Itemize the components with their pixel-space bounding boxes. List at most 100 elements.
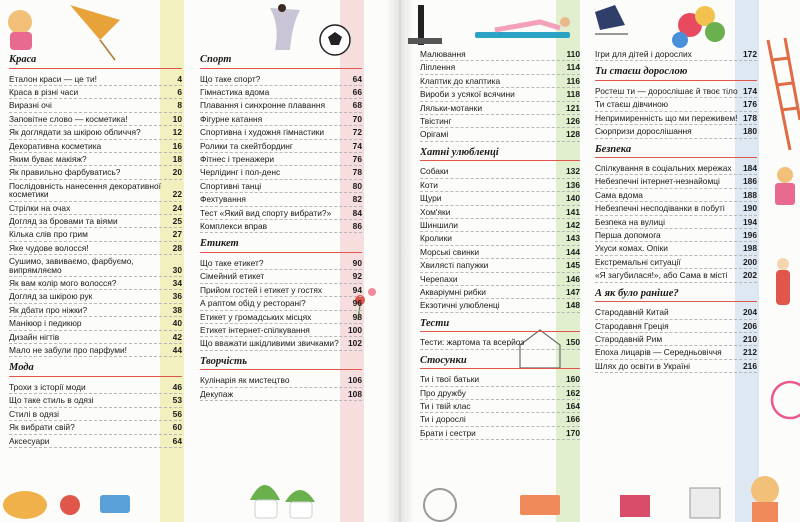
- toc-entry[interactable]: Фігурне катання 70: [200, 113, 362, 127]
- toc-entry[interactable]: Як правильно фарбуватись? 20: [9, 166, 182, 180]
- toc-entry[interactable]: Ліплення 114: [420, 61, 580, 75]
- toc-entry[interactable]: Клаптик до клаптика 116: [420, 75, 580, 89]
- toc-entry[interactable]: Сюрпризи дорослішання 180: [595, 125, 757, 139]
- toc-entry[interactable]: Тест «Який вид спорту вибрати?» 84: [200, 207, 362, 220]
- toc-entry[interactable]: Заповітне слово — косметика! 10: [9, 113, 182, 127]
- toc-entry[interactable]: Виразні очі 8: [9, 99, 182, 113]
- toc-entry[interactable]: Стилі в одязі 56: [9, 408, 182, 422]
- toc-entry[interactable]: Спортивна і художня гімнастики 72: [200, 126, 362, 140]
- toc-entry[interactable]: Собаки 132: [420, 165, 580, 179]
- toc-entry[interactable]: Перша допомога 196: [595, 229, 757, 243]
- toc-entry[interactable]: Малювання 110: [420, 48, 580, 62]
- toc-entry[interactable]: Коти 136: [420, 179, 580, 193]
- entry-page-number: 200: [743, 256, 757, 267]
- toc-entry[interactable]: Як дбати про ніжки? 38: [9, 304, 182, 318]
- toc-entry[interactable]: Послідовність нанесення декоративної кос…: [9, 180, 182, 202]
- toc-entry[interactable]: Хом'яки 141: [420, 206, 580, 219]
- toc-entry[interactable]: Стародавній Рим 210: [595, 333, 757, 347]
- toc-entry[interactable]: Що вважати шкідливими звичками? 102: [200, 337, 362, 351]
- entry-page-number: 166: [566, 414, 580, 425]
- toc-entry[interactable]: Манікюр і педикюр 40: [9, 317, 182, 331]
- toc-entry[interactable]: Ляльки-мотанки 121: [420, 102, 580, 116]
- toc-entry[interactable]: Вироби з усякої всячини 118: [420, 88, 580, 102]
- toc-entry[interactable]: Плавання і синхронне плавання 68: [200, 99, 362, 113]
- toc-entry[interactable]: Як доглядати за шкірою обличчя? 12: [9, 126, 182, 140]
- toc-entry[interactable]: Акваріумні рибки 147: [420, 286, 580, 300]
- toc-entry[interactable]: Яке чудове волосся! 28: [9, 242, 182, 256]
- toc-entry[interactable]: Екзотичні улюбленці 148: [420, 299, 580, 313]
- toc-entry[interactable]: Про дружбу 162: [420, 387, 580, 401]
- toc-entry[interactable]: Фехтування 82: [200, 193, 362, 207]
- toc-entry[interactable]: Фітнес і тренажери 76: [200, 153, 362, 167]
- toc-entry[interactable]: Догляд за шкірою рук 36: [9, 290, 182, 304]
- toc-entry[interactable]: Стародавній Китай 204: [595, 306, 757, 320]
- toc-section: А як було раніше? Стародавній Китай 204 Ста…: [595, 288, 757, 374]
- toc-entry[interactable]: Що таке стиль в одязі 53: [9, 394, 182, 408]
- toc-entry[interactable]: Мало не забули про парфуми! 44: [9, 344, 182, 358]
- toc-entry[interactable]: Прийом гостей і етикет у гостях 94: [200, 284, 362, 298]
- toc-entry[interactable]: Декупаж 108: [200, 388, 362, 402]
- entry-title: Тести: жартома та всерйоз: [420, 337, 525, 348]
- toc-entry[interactable]: Ти і твої батьки 160: [420, 373, 580, 387]
- toc-entry[interactable]: Кілька слів про грим 27: [9, 228, 182, 242]
- toc-entry[interactable]: Дизайн нігтів 42: [9, 331, 182, 345]
- toc-entry[interactable]: Що таке етикет? 90: [200, 257, 362, 271]
- toc-entry[interactable]: Ростеш ти — дорослішає й твоє тіло 174: [595, 85, 757, 99]
- toc-entry[interactable]: Тести: жартома та всерйоз 150: [420, 336, 580, 350]
- entry-page-number: 121: [566, 102, 580, 113]
- toc-entry[interactable]: А раптом обід у ресторані? 96: [200, 297, 362, 311]
- toc-entry[interactable]: Спілкування в соціальних мережах 184: [595, 162, 757, 176]
- toc-entry[interactable]: Комплекси вправ 86: [200, 220, 362, 234]
- toc-entry[interactable]: Хвилясті папужки 145: [420, 259, 580, 273]
- toc-entry[interactable]: Сама вдома 188: [595, 189, 757, 203]
- toc-entry[interactable]: Гімнастика вдома 66: [200, 86, 362, 100]
- entry-title: Яке чудове волосся!: [9, 242, 89, 253]
- entry-title: Фехтування: [200, 194, 246, 205]
- toc-entry[interactable]: Як вибрати свій? 60: [9, 421, 182, 435]
- toc-entry[interactable]: Шлях до освіти в Україні 216: [595, 360, 757, 374]
- toc-entry[interactable]: Сімейний етикет 92: [200, 270, 362, 284]
- entry-page-number: 210: [743, 334, 757, 344]
- toc-entry[interactable]: Шиншили 142: [420, 219, 580, 233]
- toc-entry[interactable]: Еталон краси — це ти! 4: [9, 73, 182, 86]
- toc-entry[interactable]: Безпека на вулиці 194: [595, 216, 757, 230]
- toc-entry[interactable]: Краса в різні часи 6: [9, 86, 182, 100]
- toc-entry[interactable]: Сушимо, завиваємо, фарбуємо, випрямляємо…: [9, 255, 182, 277]
- toc-entry[interactable]: Етикет інтернет-спілкування 100: [200, 324, 362, 338]
- toc-entry[interactable]: Що таке спорт? 64: [200, 73, 362, 86]
- toc-entry[interactable]: Ти і твій клас 164: [420, 400, 580, 414]
- toc-entry[interactable]: Декоративна косметика 16: [9, 140, 182, 153]
- entry-title: Дизайн нігтів: [9, 331, 60, 342]
- toc-entry[interactable]: Черепахи 146: [420, 273, 580, 286]
- toc-entry[interactable]: Трохи з історії моди 46: [9, 381, 182, 395]
- toc-entry[interactable]: Морські свинки 144: [420, 246, 580, 260]
- toc-entry[interactable]: Ролики та скейтбординг 74: [200, 140, 362, 153]
- toc-entry[interactable]: Епоха лицарів — Середньовіччя 212: [595, 346, 757, 360]
- toc-entry[interactable]: Ігри для дітей і дорослих 172: [595, 48, 757, 62]
- toc-entry[interactable]: Брати і сестри 170: [420, 427, 580, 441]
- toc-entry[interactable]: Твістинг 126: [420, 115, 580, 129]
- toc-entry[interactable]: Непримиренність що ми переживем! 178: [595, 112, 757, 126]
- entry-page-number: 132: [566, 166, 580, 177]
- toc-entry[interactable]: Укуси комах. Опіки 198: [595, 242, 757, 256]
- toc-entry[interactable]: Екстремальні ситуації 200: [595, 256, 757, 270]
- toc-entry[interactable]: «Я загубилася!», або Сама в місті 202: [595, 269, 757, 283]
- toc-entry[interactable]: Як вам колір мого волосся? 34: [9, 277, 182, 291]
- toc-entry[interactable]: Ти стаєш дівчиною 176: [595, 98, 757, 112]
- toc-entry[interactable]: Яким буває макіяж? 18: [9, 153, 182, 167]
- toc-entry[interactable]: Етикет у громадських місцях 98: [200, 311, 362, 324]
- toc-entry[interactable]: Догляд за бровами та віями 25: [9, 215, 182, 229]
- toc-entry[interactable]: Небезпечні інтернет-незнайомці 186: [595, 175, 757, 189]
- toc-entry[interactable]: Стрілки на очах 24: [9, 202, 182, 215]
- toc-entry[interactable]: Аксесуари 64: [9, 435, 182, 448]
- toc-entry[interactable]: Черлідинг і пол-денс 78: [200, 166, 362, 180]
- toc-entry[interactable]: Кулінарія як мистецтво 106: [200, 374, 362, 388]
- toc-entry[interactable]: Небезпечні несподіванки в побуті 190: [595, 202, 757, 216]
- entry-title: Заповітне слово — косметика!: [9, 113, 128, 124]
- toc-entry[interactable]: Щури 140: [420, 192, 580, 206]
- toc-entry[interactable]: Орігамі 128: [420, 128, 580, 142]
- toc-entry[interactable]: Спортивні танці 80: [200, 180, 362, 194]
- toc-entry[interactable]: Кролики 143: [420, 232, 580, 246]
- toc-entry[interactable]: Стародавня Греція 206: [595, 320, 757, 333]
- toc-entry[interactable]: Ти і дорослі 166: [420, 413, 580, 427]
